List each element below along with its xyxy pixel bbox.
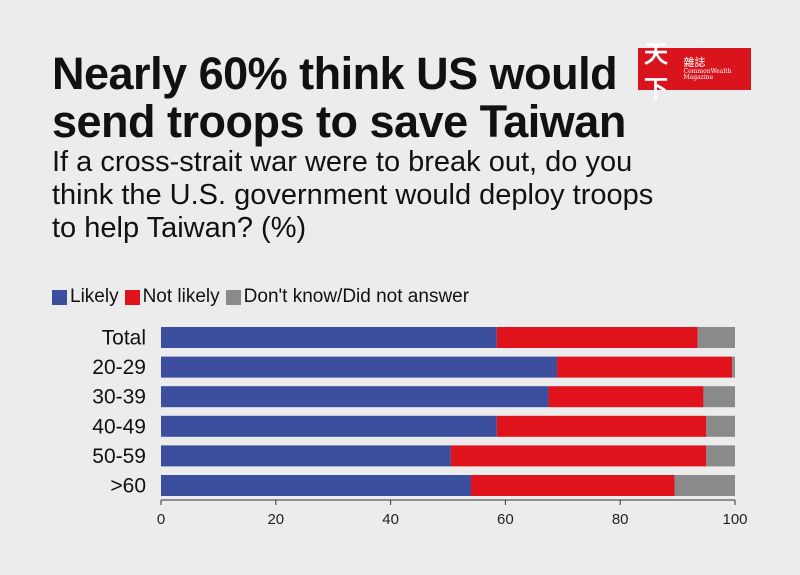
bar-not-likely (470, 475, 675, 496)
x-tick-label: 40 (382, 511, 399, 528)
bar-dont-know (674, 475, 735, 496)
logo-chinese-subtitle: 雜誌 (683, 56, 706, 69)
bar-dont-know (706, 415, 735, 437)
category-label: Total (102, 327, 146, 350)
category-label: 30-39 (92, 386, 146, 409)
legend-swatch-dont-know (225, 289, 241, 305)
bar-dont-know (697, 327, 735, 348)
bar-likely (161, 327, 497, 348)
bar-dont-know (732, 356, 735, 378)
bar-dont-know (706, 445, 735, 467)
category-label: 40-49 (92, 415, 146, 438)
x-tick-label: 60 (497, 511, 514, 528)
legend-item-dont-know: Don't know/Did not answer (225, 286, 470, 308)
bar-not-likely (557, 356, 733, 378)
bar-likely (161, 475, 471, 496)
legend-label-not-likely: Not likely (142, 286, 220, 307)
logo-english-name: CommonWealth Magazine (683, 68, 732, 81)
logo-chinese-title: 天下 (644, 40, 668, 103)
category-label: 50-59 (92, 445, 146, 468)
commonwealth-logo: 天下 雜誌 CommonWealth Magazine (638, 40, 751, 103)
legend-label-likely: Likely (70, 286, 119, 307)
category-label: >60 (110, 475, 146, 498)
bar-not-likely (496, 327, 698, 348)
legend-item-likely: Likely (52, 286, 119, 308)
legend-swatch-not-likely (124, 289, 140, 305)
x-tick-label: 0 (157, 511, 165, 528)
bar-likely (161, 445, 451, 467)
bar-not-likely (548, 386, 704, 408)
bar-likely (161, 386, 549, 408)
legend-label-dont-know: Don't know/Did not answer (243, 286, 470, 307)
bar-likely (161, 356, 558, 378)
legend-swatch-likely (52, 289, 67, 305)
legend-item-not-likely: Not likely (124, 286, 220, 308)
bar-likely (161, 415, 497, 437)
legend: Likely Not likely Don't know/Did not ans… (52, 286, 475, 308)
x-tick-label: 20 (267, 511, 284, 528)
bar-dont-know (703, 386, 735, 408)
chart-title: Nearly 60% think US would send troops to… (52, 48, 626, 147)
x-tick-label: 100 (722, 511, 747, 528)
bar-not-likely (496, 415, 707, 437)
chart-subtitle: If a cross-strait war were to break out,… (52, 146, 654, 244)
category-label: 20-29 (92, 356, 146, 379)
x-tick-label: 80 (612, 511, 629, 528)
bar-not-likely (450, 445, 707, 467)
